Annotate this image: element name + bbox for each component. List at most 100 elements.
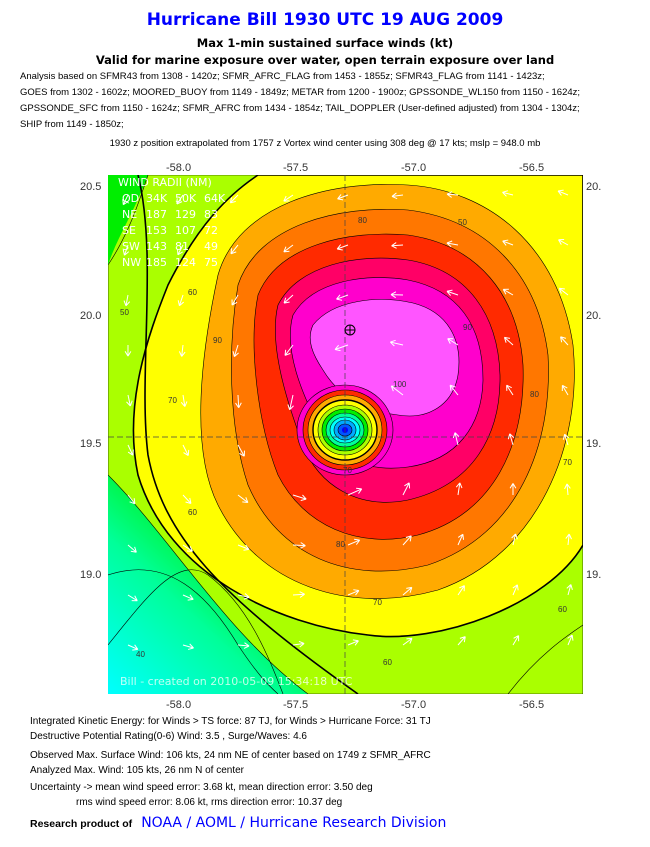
wind-arrow <box>283 194 294 202</box>
radii-header: 34K <box>146 192 168 205</box>
contour-label: 90 <box>213 336 222 345</box>
wind-arrow <box>511 533 518 546</box>
contour-label: 60 <box>558 605 567 614</box>
wind-arrow <box>127 644 139 651</box>
contour-label: 80 <box>336 540 345 549</box>
wind-arrow <box>177 244 184 256</box>
wind-arrow <box>182 643 194 650</box>
wind-arrow <box>457 585 465 596</box>
y-tick-left: 19.0 <box>80 569 102 581</box>
y-tick-right: 20. <box>586 181 602 193</box>
x-tick-top: -58.0 <box>166 162 192 174</box>
analysis-line: SHIP from 1149 - 1850z; <box>20 119 124 130</box>
wind-arrow <box>336 244 349 251</box>
contour-label: 70 <box>343 466 352 475</box>
contour-label: 70 <box>373 598 382 607</box>
wind-arrow <box>447 338 459 346</box>
wind-arrow <box>177 294 185 307</box>
subtitle-exposure: Valid for marine exposure over water, op… <box>95 53 555 67</box>
max-wind-marker <box>344 324 356 336</box>
dpr-text: Destructive Potential Rating(0-6) Wind: … <box>30 731 307 742</box>
wind-arrow <box>123 294 131 307</box>
wind-arrow <box>402 586 413 596</box>
wind-arrow <box>502 190 514 197</box>
contour-label: 60 <box>188 508 197 517</box>
wind-arrow <box>232 344 239 358</box>
wind-arrow <box>127 494 136 505</box>
radii-header: 64K <box>204 192 226 205</box>
left-outer-contours <box>108 175 583 694</box>
radii-cell: 81 <box>175 240 189 253</box>
wind-arrow <box>457 533 465 546</box>
wind-arrow <box>334 344 349 352</box>
x-tick-top: -56.5 <box>519 162 545 174</box>
wind-radii-title: WIND RADII (NM) <box>118 176 212 189</box>
wind-arrow <box>182 494 192 504</box>
y-tick-left: 20.5 <box>80 181 102 193</box>
contour-label: 60 <box>383 658 392 667</box>
radii-cell: 49 <box>204 240 218 253</box>
wind-arrow <box>180 394 188 407</box>
research-label: Research product of <box>30 818 133 830</box>
wind-arrow <box>283 294 294 304</box>
contour-label: 80 <box>530 390 539 399</box>
wind-vectors <box>122 189 574 651</box>
contour-label: 70 <box>563 458 572 467</box>
wind-arrow <box>229 194 239 204</box>
wind-arrow <box>512 635 520 646</box>
radii-cell: 153 <box>146 224 167 237</box>
wind-arrow <box>292 494 307 501</box>
y-tick-left: 20.0 <box>80 310 102 322</box>
wind-arrow <box>391 242 404 249</box>
wind-arrow <box>558 287 569 296</box>
wind-arrow <box>509 483 517 496</box>
wind-arrow <box>506 384 514 396</box>
wind-arrow <box>127 594 138 602</box>
wind-arrow <box>558 239 569 246</box>
wind-arrow <box>182 594 194 601</box>
contour-label: 80 <box>358 216 367 225</box>
wind-arrow <box>561 384 569 396</box>
ike-text: Integrated Kinetic Energy: for Winds > T… <box>30 716 431 727</box>
y-tick-right: 20. <box>586 310 602 322</box>
x-tick-bottom: -57.5 <box>283 699 309 711</box>
wind-arrow <box>122 194 129 206</box>
radii-cell: NW <box>122 256 141 269</box>
y-tick-right: 19. <box>586 569 602 581</box>
wind-arrow <box>178 344 186 357</box>
wind-arrow <box>455 482 463 496</box>
wind-arrow <box>562 433 570 446</box>
analysis-line: GPSSONDE_SFC from 1150 - 1624z; SFMR_AFR… <box>20 103 580 114</box>
radii-cell: 129 <box>175 208 196 221</box>
radii-cell: NE <box>122 208 137 221</box>
analysis-line: GOES from 1302 - 1602z; MOORED_BUOY from… <box>20 87 581 98</box>
wind-arrow <box>566 584 573 596</box>
wind-arrow <box>237 593 250 600</box>
radii-cell: 185 <box>146 256 167 269</box>
wind-arrow <box>122 244 130 256</box>
radii-cell: 107 <box>175 224 196 237</box>
position-note: 1930 z position extrapolated from 1757 z… <box>109 138 541 149</box>
wind-arrow <box>449 384 459 396</box>
wind-arrow <box>176 194 184 205</box>
wind-arrow <box>402 482 411 496</box>
wind-arrow <box>557 189 569 196</box>
wind-arrow <box>507 433 515 446</box>
wind-arrow <box>402 637 413 646</box>
contour-label: 60 <box>188 288 197 297</box>
x-tick-bottom: -57.0 <box>401 699 427 711</box>
radii-cell: 143 <box>146 240 167 253</box>
wind-arrow <box>503 336 514 346</box>
org-link[interactable]: NOAA / AOML / Hurricane Research Divisio… <box>141 815 447 831</box>
contour-svg: 80 90 100 60 70 50 40 90 80 70 70 60 60 … <box>108 175 583 694</box>
radii-cell: SE <box>122 224 136 237</box>
wind-arrow <box>230 244 239 255</box>
wind-arrow <box>126 394 133 407</box>
created-watermark: Bill - created on 2010-05-09 15:34:18 UT… <box>120 675 353 688</box>
wind-arrow <box>502 288 514 296</box>
wind-arrow <box>564 483 571 496</box>
wind-arrow <box>402 535 412 546</box>
wind-arrow <box>231 294 239 306</box>
wind-contour-plot: 80 90 100 60 70 50 40 90 80 70 70 60 60 … <box>108 175 583 694</box>
uncertainty-mean: Uncertainty -> mean wind speed error: 3.… <box>30 782 373 793</box>
